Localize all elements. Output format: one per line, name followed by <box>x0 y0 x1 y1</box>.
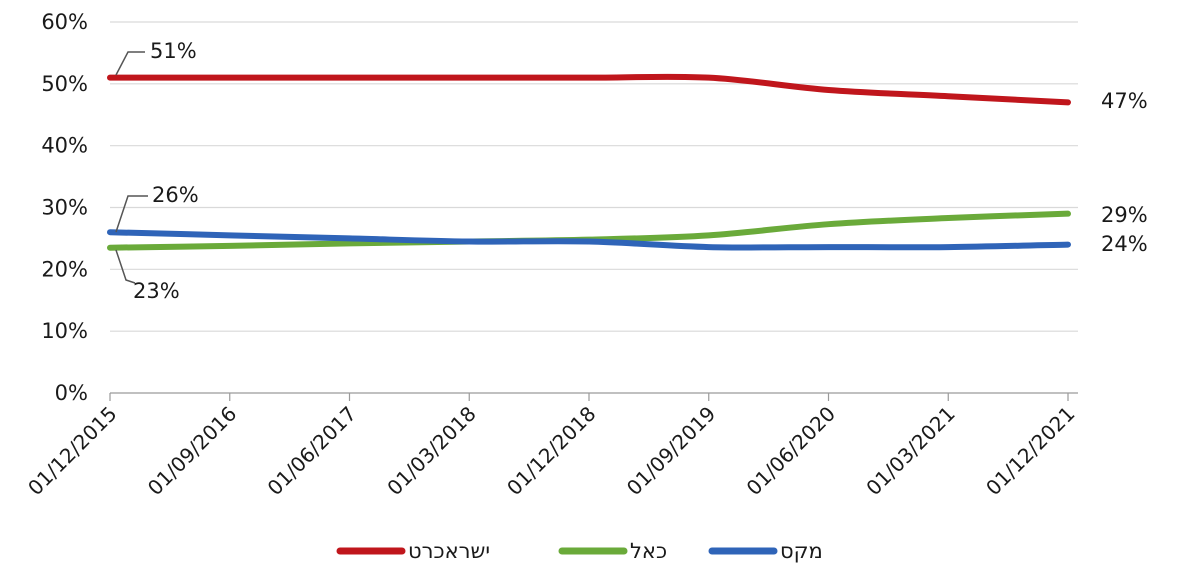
x-tick-label: 01/12/2015 <box>23 402 121 500</box>
legend-label-max: מקס <box>780 539 823 563</box>
series-line-israecart <box>107 73 1071 106</box>
annotation-end-blue: 24% <box>1101 232 1148 256</box>
gridlines <box>110 21 1078 332</box>
y-tick-label: 30% <box>41 196 88 220</box>
y-tick-label: 10% <box>41 319 88 343</box>
y-axis: 0% 10% 20% 30% 40% 50% 60% <box>41 10 88 405</box>
annotation-start-green: 23% <box>133 279 180 303</box>
series-lines <box>107 73 1071 251</box>
annotation-leader-green-start <box>115 249 136 284</box>
x-tick-label: 01/06/2017 <box>263 402 361 500</box>
y-tick-label: 40% <box>41 134 88 158</box>
legend-label-israecart: ישראכרט <box>408 539 490 563</box>
x-tick-label: 01/09/2019 <box>622 402 720 500</box>
annotation-leader-red-start <box>115 51 145 76</box>
annotation-start-blue: 26% <box>152 183 199 207</box>
x-tick-label: 01/06/2020 <box>742 402 840 500</box>
x-tick-label: 01/12/2018 <box>502 402 600 500</box>
x-axis: 01/12/2015 01/09/2016 01/06/2017 01/03/2018… <box>23 392 1080 500</box>
x-tick-label: 01/12/2021 <box>981 402 1079 500</box>
annotation-start-red: 51% <box>150 39 197 63</box>
annotation-leader-blue-start <box>115 195 148 233</box>
annotation-end-green: 29% <box>1101 203 1148 227</box>
y-tick-label: 0% <box>55 381 88 405</box>
y-tick-label: 60% <box>41 10 88 34</box>
x-tick-label: 01/03/2021 <box>861 402 959 500</box>
y-tick-label: 50% <box>41 72 88 96</box>
legend-label-cal: כאל <box>630 539 667 563</box>
x-tick-label: 01/09/2016 <box>143 402 241 500</box>
legend: ישראכרט כאל מקס <box>336 539 823 563</box>
x-tick-label: 01/03/2018 <box>382 402 480 500</box>
annotation-end-red: 47% <box>1101 89 1148 113</box>
series-line-max <box>107 229 1071 251</box>
y-tick-label: 20% <box>41 257 88 281</box>
